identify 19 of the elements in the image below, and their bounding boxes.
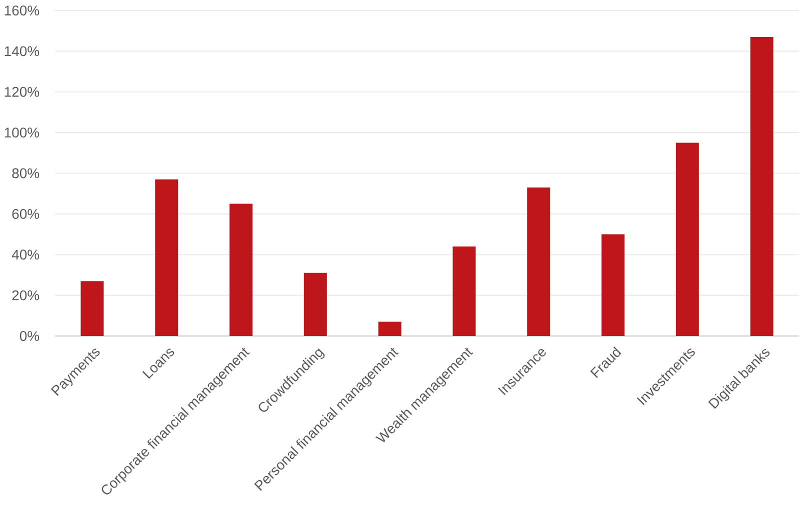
- y-tick-label: 20%: [12, 290, 40, 300]
- bar: [452, 246, 476, 336]
- y-tick-label: 120%: [4, 86, 40, 97]
- bar: [602, 234, 625, 336]
- bar: [230, 204, 252, 336]
- y-tick-label: 0%: [20, 331, 40, 341]
- bar: [527, 187, 550, 336]
- bar: [304, 272, 327, 336]
- bar: [155, 179, 178, 336]
- y-tick-label: 140%: [4, 46, 40, 56]
- y-tick-label: 100%: [4, 128, 40, 138]
- y-tick-label: 60%: [12, 208, 40, 219]
- bar: [676, 142, 699, 336]
- bar: [378, 322, 402, 336]
- bar: [80, 281, 104, 336]
- bar: [750, 36, 774, 336]
- y-tick-label: 80%: [12, 168, 40, 178]
- y-tick-label: 160%: [4, 6, 40, 16]
- y-tick-label: 40%: [12, 250, 40, 260]
